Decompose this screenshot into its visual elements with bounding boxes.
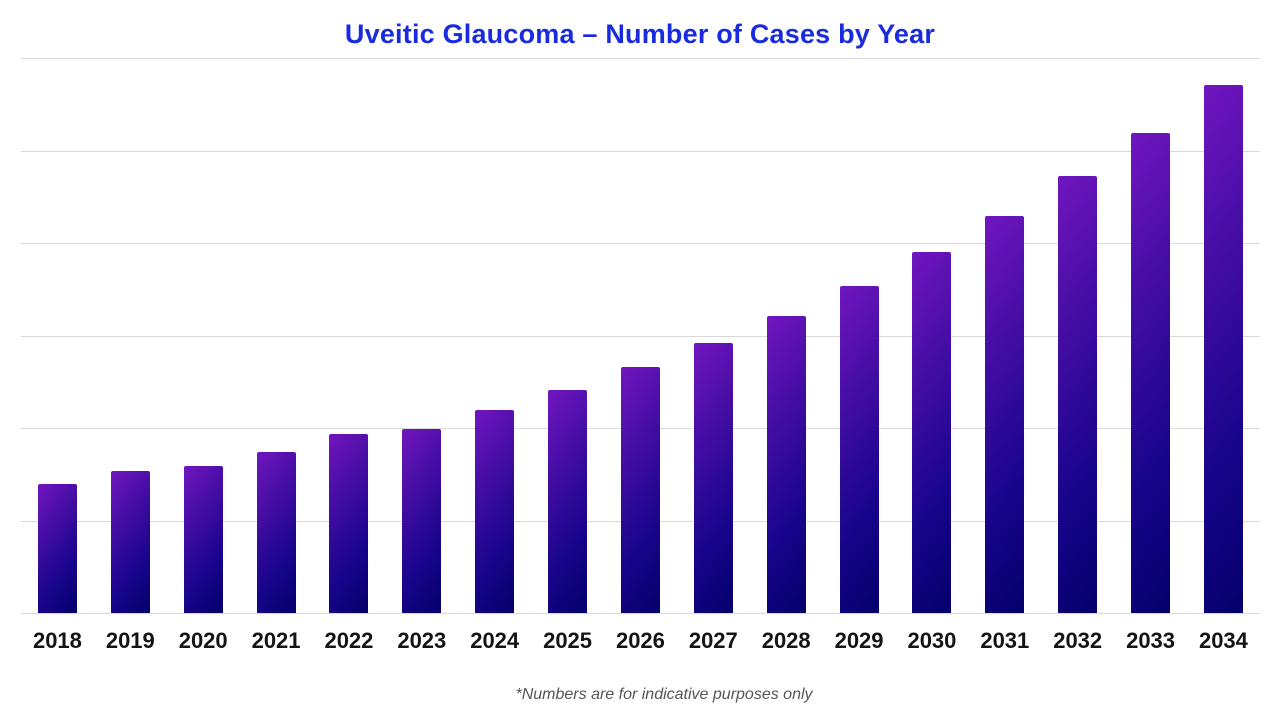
x-tick-label-2026: 2026	[615, 628, 665, 653]
bar-slot	[968, 58, 1041, 613]
bar-2033	[1131, 132, 1171, 613]
bar-2022	[329, 434, 369, 613]
bar-2026	[620, 366, 660, 613]
gridline	[21, 613, 1260, 614]
gridline	[21, 335, 1260, 337]
bar-2031	[985, 216, 1025, 613]
bar-2019	[110, 470, 150, 613]
bar-slot	[240, 58, 313, 613]
bar-2025	[548, 390, 588, 613]
bar-slot	[313, 58, 386, 613]
bar-slot	[458, 58, 531, 613]
x-tick-label-2027: 2027	[688, 628, 738, 653]
bar-2027	[693, 342, 733, 613]
bar-slot	[1041, 58, 1114, 613]
bar-slot	[531, 58, 604, 613]
bar-2021	[256, 452, 296, 613]
bar-2018	[37, 483, 77, 613]
bar-2034	[1203, 84, 1243, 613]
x-tick-label-2019: 2019	[105, 628, 155, 653]
x-tick-label-2023: 2023	[397, 628, 447, 653]
bar-2032	[1058, 176, 1098, 613]
bar-2030	[912, 252, 952, 613]
plot-area	[21, 58, 1260, 614]
x-tick-label-2030: 2030	[907, 628, 957, 653]
bar-2029	[839, 285, 879, 613]
x-tick-label-2024: 2024	[470, 628, 520, 653]
chart-title: Uveitic Glaucoma – Number of Cases by Ye…	[344, 19, 936, 49]
gridline	[21, 243, 1260, 244]
x-tick-label-2018: 2018	[32, 628, 82, 653]
bar-slot	[21, 58, 94, 613]
gridline	[21, 58, 1260, 59]
bars-layer	[21, 58, 1260, 613]
bar-slot	[604, 58, 677, 613]
bar-slot	[750, 58, 823, 613]
x-tick-label-2028: 2028	[761, 628, 811, 653]
bar-slot	[167, 58, 240, 613]
bar-slot	[823, 58, 896, 613]
x-tick-label-2020: 2020	[178, 628, 228, 653]
x-axis-labels: 2018 2019 2020 2021 2022 2023 2024 2025 2026 2027…	[21, 628, 1260, 654]
bar-slot	[1114, 58, 1187, 613]
x-tick-label-2021: 2021	[251, 628, 301, 653]
bar-2028	[766, 316, 806, 613]
bar-slot	[94, 58, 167, 613]
footnote: *Numbers are for indicative purposes onl…	[515, 686, 813, 703]
bar-2020	[183, 465, 223, 613]
bar-slot	[677, 58, 750, 613]
bar-2023	[402, 428, 442, 613]
x-tick-label-2031: 2031	[980, 628, 1030, 653]
x-tick-label-2033: 2033	[1126, 628, 1176, 653]
gridline	[21, 150, 1260, 152]
x-tick-label-2029: 2029	[834, 628, 884, 653]
bar-slot	[385, 58, 458, 613]
x-tick-label-2022: 2022	[324, 628, 374, 653]
x-tick-label-2025: 2025	[543, 628, 593, 653]
bar-slot	[896, 58, 969, 613]
bar-2024	[475, 410, 515, 613]
x-tick-label-2034: 2034	[1198, 628, 1248, 653]
x-tick-label-2032: 2032	[1053, 628, 1103, 653]
bar-slot	[1187, 58, 1260, 613]
